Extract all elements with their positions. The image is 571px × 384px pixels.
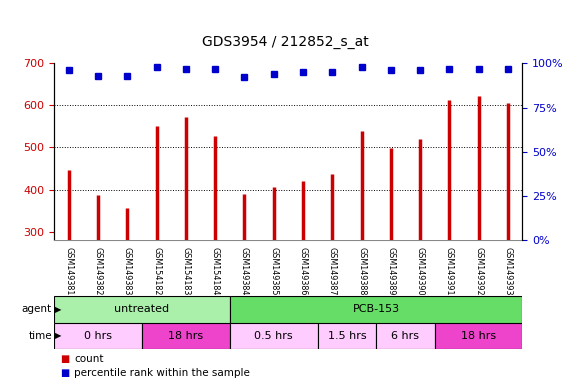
Text: 1.5 hrs: 1.5 hrs [328, 331, 366, 341]
Text: GSM154184: GSM154184 [211, 247, 220, 295]
Text: 0 hrs: 0 hrs [84, 331, 112, 341]
Text: GSM149384: GSM149384 [240, 247, 249, 295]
Bar [54, 323, 142, 349]
Text: GSM149392: GSM149392 [474, 247, 483, 295]
Text: GSM149387: GSM149387 [328, 247, 337, 295]
Text: GSM149391: GSM149391 [445, 247, 454, 295]
Text: GSM149393: GSM149393 [503, 247, 512, 295]
Text: ▶: ▶ [55, 305, 62, 314]
Text: GSM154182: GSM154182 [152, 247, 161, 295]
Text: ■: ■ [60, 354, 69, 364]
Bar [317, 323, 376, 349]
Text: GSM149388: GSM149388 [357, 247, 366, 295]
Bar [230, 296, 522, 323]
Bar [142, 323, 230, 349]
Text: GSM149382: GSM149382 [94, 247, 103, 295]
Text: GSM149390: GSM149390 [416, 247, 425, 295]
Text: 18 hrs: 18 hrs [461, 331, 496, 341]
Text: 18 hrs: 18 hrs [168, 331, 203, 341]
Text: GSM149385: GSM149385 [269, 247, 278, 295]
Text: ■: ■ [60, 368, 69, 378]
Text: 0.5 hrs: 0.5 hrs [255, 331, 293, 341]
Text: GSM149383: GSM149383 [123, 247, 132, 295]
Text: count: count [74, 354, 104, 364]
Text: 6 hrs: 6 hrs [391, 331, 420, 341]
Bar [54, 296, 230, 323]
Text: GSM149381: GSM149381 [65, 247, 74, 295]
Text: GSM149389: GSM149389 [386, 247, 395, 295]
Bar [376, 323, 435, 349]
Text: PCB-153: PCB-153 [352, 304, 400, 314]
Text: agent: agent [22, 304, 52, 314]
Text: ▶: ▶ [55, 331, 62, 341]
Bar [435, 323, 522, 349]
Text: GSM154183: GSM154183 [182, 247, 191, 295]
Text: GDS3954 / 212852_s_at: GDS3954 / 212852_s_at [202, 35, 369, 49]
Text: time: time [29, 331, 52, 341]
Text: percentile rank within the sample: percentile rank within the sample [74, 368, 250, 378]
Text: GSM149386: GSM149386 [299, 247, 308, 295]
Text: untreated: untreated [114, 304, 170, 314]
Bar [230, 323, 317, 349]
